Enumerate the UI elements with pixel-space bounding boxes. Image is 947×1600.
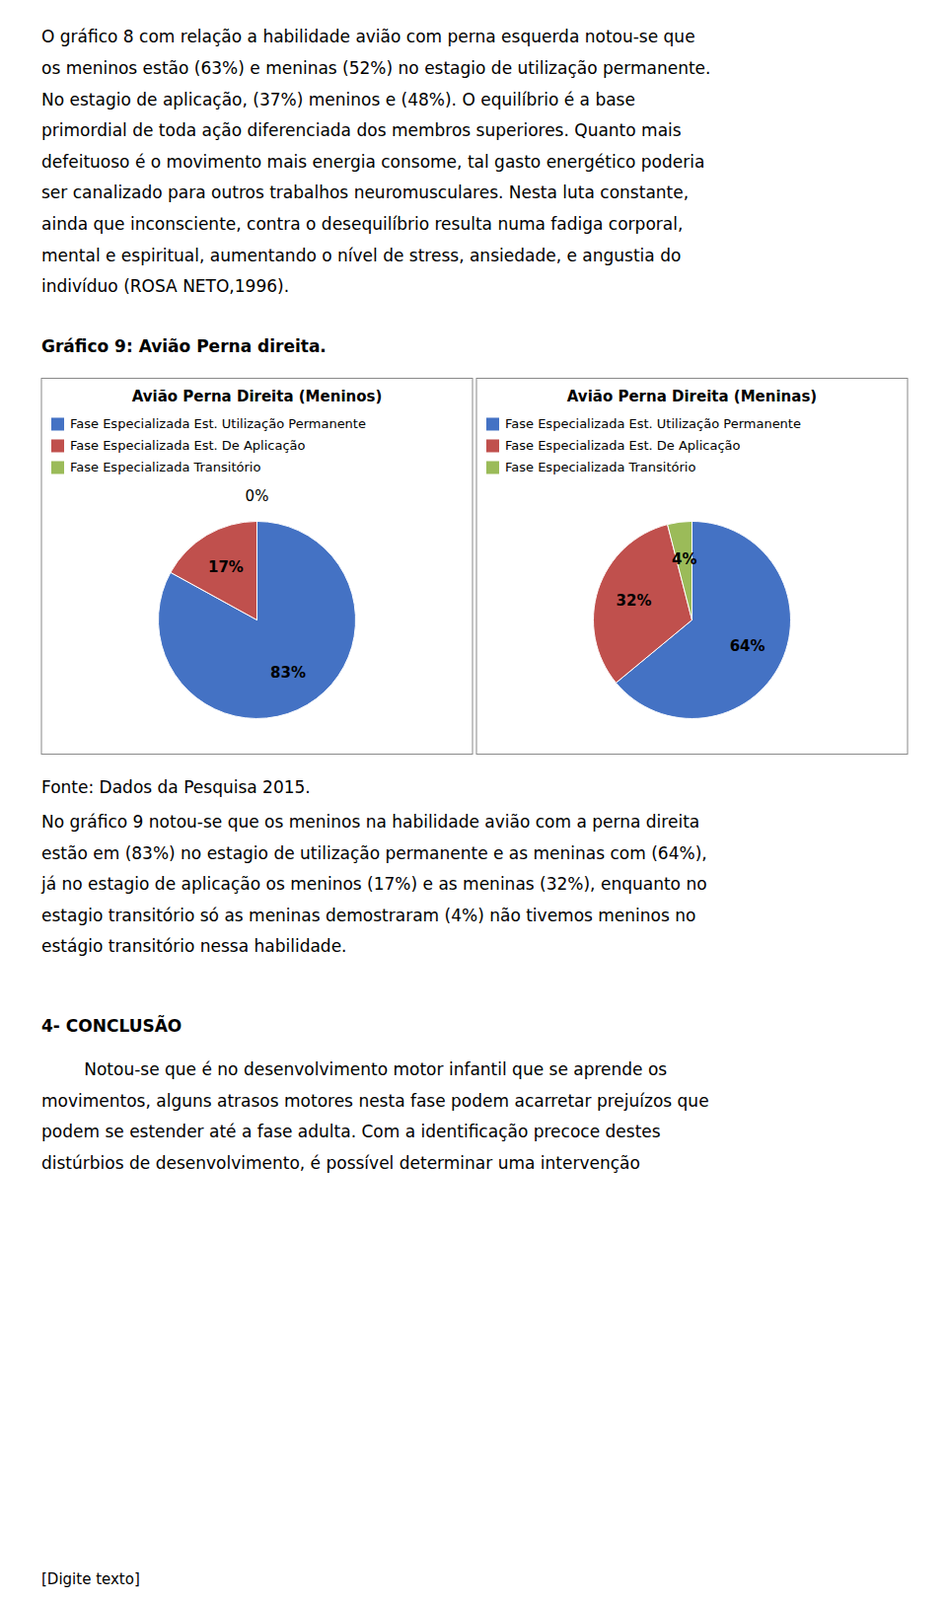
legend-item: Fase Especializada Transitório (51, 459, 261, 475)
slices (593, 520, 792, 719)
paragraph-line: os meninos estão (63%) e meninas (52%) n… (41, 58, 711, 78)
data-labels: 83% 17% 0% (208, 487, 306, 681)
paragraph-line: já no estagio de aplicação os meninos (1… (40, 874, 708, 894)
paragraph-line: ainda que inconsciente, contra o desequi… (41, 214, 683, 234)
chart-frame (41, 377, 473, 754)
paragraph-line: defeituoso é o movimento mais energia co… (41, 151, 705, 172)
paragraph-line: estágio transitório nessa habilidade. (41, 936, 348, 956)
legend-item: Fase Especializada Est. De Aplicação (486, 437, 741, 453)
data-labels: 64% 32% 4% (616, 550, 766, 656)
legend-label: Fase Especializada Est. De Aplicação (70, 437, 306, 453)
legend-swatch (486, 438, 500, 452)
legend-item: Fase Especializada Est. Utilização Perma… (51, 416, 366, 432)
data-label: 0% (245, 487, 270, 506)
legend-swatch (486, 417, 500, 431)
legend-label: Fase Especializada Transitório (505, 459, 696, 475)
section-title: Gráfico 9: Avião Perna direita. (41, 336, 327, 357)
legend-swatch (486, 460, 500, 474)
legend-item: Fase Especializada Transitório (486, 459, 696, 475)
pie-chart: Avião Perna Direita (Meninos) Fase Especi… (41, 377, 473, 754)
legend-label: Fase Especializada Est. De Aplicação (505, 437, 741, 453)
section-title: 4- CONCLUSÃO (41, 1014, 182, 1036)
pie-slice (157, 520, 356, 719)
data-label: 64% (729, 637, 766, 656)
legend-swatch (51, 438, 65, 452)
paragraph-line: distúrbios de desenvolvimento, é possíve… (41, 1153, 641, 1173)
legend-item: Fase Especializada Est. Utilização Perma… (486, 416, 802, 432)
chart-frame (476, 377, 908, 754)
paragraph-line: podem se estender até a fase adulta. Com… (41, 1121, 661, 1142)
page: O gráfico 8 com relação a habilidade avi… (0, 0, 947, 1600)
legend-label: Fase Especializada Est. Utilização Perma… (70, 416, 366, 432)
pie-chart: Avião Perna Direita (Meninas) Fase Especi… (476, 377, 908, 754)
legend-item: Fase Especializada Est. De Aplicação (51, 437, 306, 453)
paragraph-line: estão em (83%) no estagio de utilização … (41, 843, 708, 864)
chart-title: Avião Perna Direita (Meninas) (567, 387, 817, 406)
slices (157, 520, 356, 719)
legend-swatch (51, 460, 65, 474)
paragraph-line: indivíduo (ROSA NETO,1996). (41, 276, 290, 296)
legend-label: Fase Especializada Transitório (70, 459, 261, 475)
data-label: 32% (616, 591, 653, 610)
paragraph-line: movimentos, alguns atrasos motores nesta… (41, 1091, 710, 1111)
data-label: 4% (671, 550, 697, 569)
legend: Fase Especializada Est. Utilização Perma… (51, 416, 366, 475)
legend-swatch (51, 417, 65, 431)
paragraph-line: ser canalizado para outros trabalhos neu… (41, 182, 689, 203)
paragraph-line: primordial de toda ação diferenciada dos… (41, 120, 682, 141)
chart-title: Avião Perna Direita (Meninos) (132, 387, 383, 406)
paragraph-line: O gráfico 8 com relação a habilidade avi… (41, 26, 696, 47)
footer: [Digite texto] (41, 1570, 141, 1589)
pie-slice (667, 520, 693, 620)
data-label: 83% (270, 663, 306, 682)
paragraph-line: No estagio de aplicação, (37%) meninos e… (41, 89, 636, 110)
pie-slice (256, 520, 258, 620)
legend: Fase Especializada Est. Utilização Perma… (486, 416, 802, 475)
legend-label: Fase Especializada Est. Utilização Perma… (505, 416, 802, 432)
paragraph-line: estagio transitório só as meninas demost… (41, 905, 696, 926)
pie-slice (170, 520, 258, 620)
paragraph-line: mental e espiritual, aumentando o nível … (41, 245, 681, 266)
data-label: 17% (208, 558, 244, 577)
source-note: Fonte: Dados da Pesquisa 2015. (41, 777, 311, 798)
paragraph-line: No gráfico 9 notou-se que os meninos na … (41, 811, 700, 832)
paragraph-line: Notou-se que é no desenvolvimento motor … (41, 1059, 667, 1080)
